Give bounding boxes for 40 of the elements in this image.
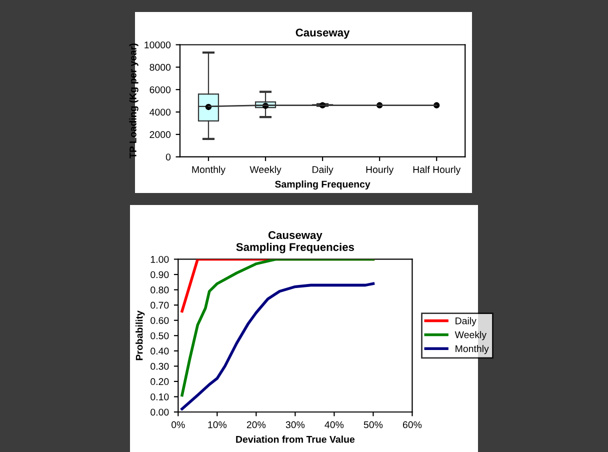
y-tick-label: 2000 bbox=[150, 131, 171, 138]
y-tick-label: 0.00 bbox=[150, 408, 169, 416]
y-tick-label: 0.60 bbox=[150, 317, 169, 324]
y-tick-label: 0.70 bbox=[150, 302, 169, 309]
legend-label: Daily bbox=[456, 317, 476, 326]
x-tick-label: Hourly bbox=[366, 166, 394, 175]
x-axis-title: Deviation from True Value bbox=[236, 436, 355, 443]
x-tick-label: 20% bbox=[246, 421, 266, 428]
y-tick-label: 6000 bbox=[150, 86, 171, 94]
legend-label: Monthly bbox=[456, 345, 489, 354]
y-tick-label: 0 bbox=[166, 154, 171, 160]
x-tick-label: 40% bbox=[324, 421, 344, 428]
legend-label: Weekly bbox=[454, 331, 487, 340]
x-tick-label: Half Hourly bbox=[413, 166, 461, 175]
x-tick-label: 60% bbox=[402, 421, 422, 428]
line-series bbox=[180, 282, 375, 410]
x-axis-title: Sampling Frequency bbox=[275, 180, 370, 190]
chart-title: Causeway bbox=[296, 28, 350, 39]
y-tick-label: 0.80 bbox=[150, 286, 169, 294]
y-tick-label: 10000 bbox=[144, 41, 171, 48]
y-tick-label: 8000 bbox=[150, 64, 171, 71]
x-tick-label: Monthly bbox=[192, 166, 226, 175]
x-tick-label: 50% bbox=[364, 421, 383, 428]
y-axis-title: Probability bbox=[136, 310, 145, 360]
y-tick-label: 0.90 bbox=[150, 271, 169, 278]
y-tick-label: 4000 bbox=[150, 108, 171, 116]
y-tick-label: 0.50 bbox=[150, 332, 169, 340]
y-axis-title: TP Loading (Kg per year) bbox=[129, 44, 138, 158]
x-tick-label: 0% bbox=[172, 421, 185, 428]
x-tick-label: Daily bbox=[312, 166, 334, 175]
line-series bbox=[180, 259, 375, 397]
y-tick-label: 0.20 bbox=[150, 378, 169, 386]
y-tick-label: 0.30 bbox=[150, 362, 169, 370]
y-tick-label: 0.40 bbox=[150, 348, 169, 355]
x-tick-label: 10% bbox=[208, 421, 227, 428]
chart-title: Causeway Sampling Frequencies bbox=[236, 231, 354, 254]
y-tick-label: 0.10 bbox=[150, 393, 169, 400]
x-tick-label: Weekly bbox=[250, 166, 282, 175]
y-tick-label: 1.00 bbox=[150, 256, 169, 263]
x-tick-label: 30% bbox=[286, 421, 305, 428]
